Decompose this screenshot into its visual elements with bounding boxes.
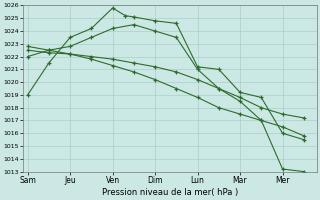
X-axis label: Pression niveau de la mer( hPa ): Pression niveau de la mer( hPa ) — [102, 188, 238, 197]
